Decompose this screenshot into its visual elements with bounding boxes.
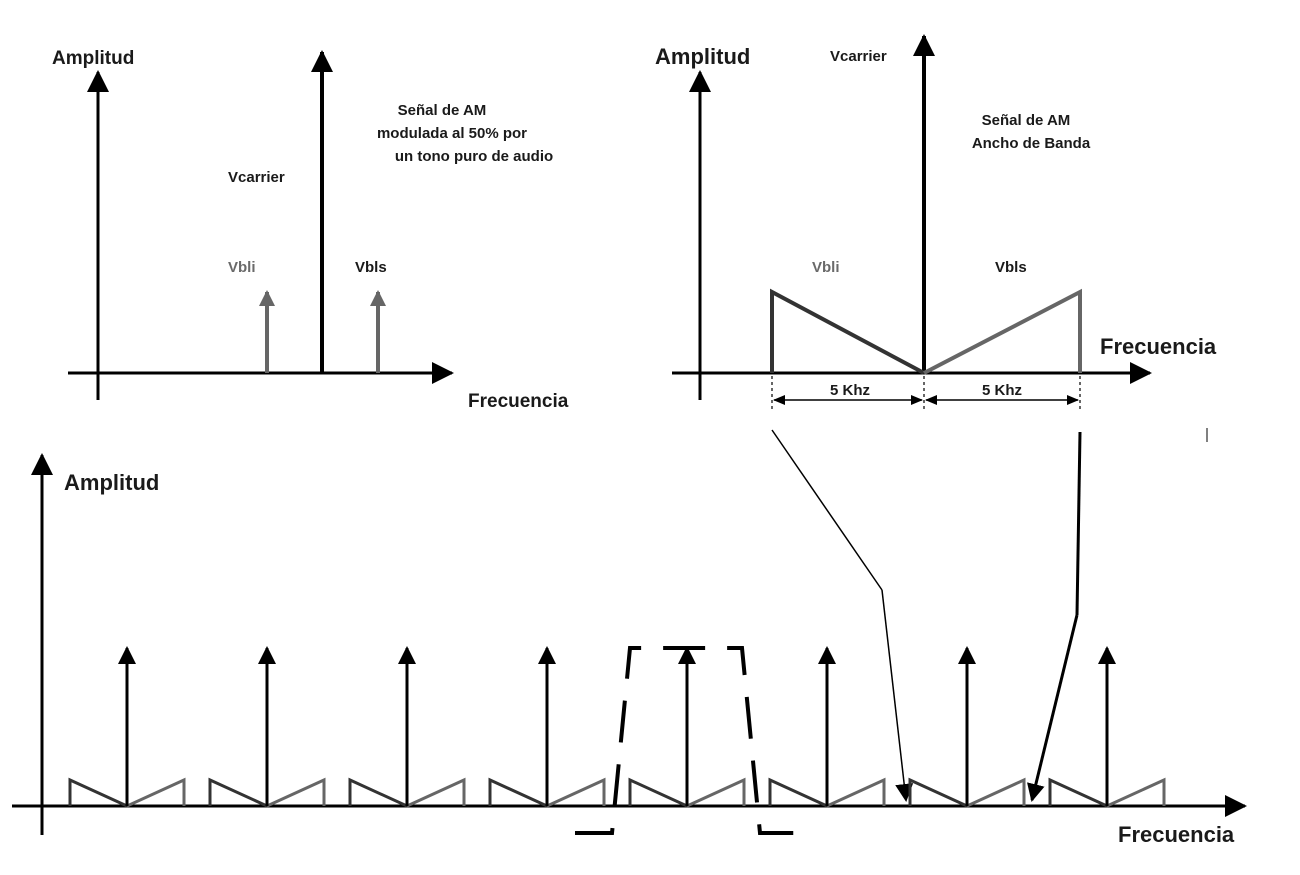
connector-thick-2: [1027, 614, 1079, 802]
upper-sideband-triangle: [686, 777, 746, 808]
lower-sideband-triangle: [208, 777, 268, 808]
x-axis-label: Frecuencia: [1118, 822, 1235, 847]
channel-5: [628, 646, 746, 808]
upper-sideband-triangle: [1106, 777, 1166, 808]
channel-6: [768, 646, 886, 808]
panel-bottom: Amplitud Frecuencia: [12, 453, 1247, 847]
filter-window: [575, 646, 806, 835]
lower-sideband-triangle: [908, 777, 968, 808]
connector-thin: [771, 429, 883, 591]
lower-sideband-triangle: [488, 777, 548, 808]
bandwidth-left-label: 5 Khz: [830, 382, 870, 399]
channel-7: [908, 646, 1026, 808]
description-line-2: modulada al 50% por: [377, 125, 527, 142]
upper-sideband-triangle: [126, 777, 186, 808]
lower-sideband-triangle: [628, 777, 688, 808]
description-line-2: Ancho de Banda: [972, 135, 1091, 152]
upper-sideband-triangle: [406, 777, 466, 808]
upper-sideband-label: Vbls: [355, 259, 387, 276]
channel-group: [68, 646, 1166, 808]
y-axis-label: Amplitud: [655, 44, 750, 69]
lower-sideband-triangle: [770, 288, 925, 375]
carrier-label: Vcarrier: [228, 169, 285, 186]
lower-sideband-triangle: [68, 777, 128, 808]
x-axis-label: Frecuencia: [1100, 334, 1217, 359]
panel-top-right: Amplitud Frecuencia Vcarrier Vbli Vbls S…: [655, 34, 1217, 412]
upper-sideband-triangle: [826, 777, 886, 808]
channel-1: [68, 646, 186, 808]
channel-8: [1048, 646, 1166, 808]
description-line-1: Señal de AM: [982, 112, 1071, 129]
upper-sideband-triangle: [266, 777, 326, 808]
channel-4: [488, 646, 606, 808]
y-axis-label: Amplitud: [64, 470, 159, 495]
lower-sideband-triangle: [768, 777, 828, 808]
carrier-label: Vcarrier: [830, 48, 887, 65]
upper-sideband-label: Vbls: [995, 259, 1027, 276]
channel-2: [208, 646, 326, 808]
upper-sideband-triangle: [546, 777, 606, 808]
connector-thin-2: [881, 589, 914, 802]
connector-thick: [1075, 431, 1082, 616]
bandwidth-right-label: 5 Khz: [982, 382, 1022, 399]
description-line-3: un tono puro de audio: [395, 148, 553, 165]
lower-sideband-label: Vbli: [228, 259, 256, 276]
y-axis-label: Amplitud: [52, 48, 134, 69]
lower-sideband-triangle: [1048, 777, 1108, 808]
channel-3: [348, 646, 466, 808]
description-line-1: Señal de AM: [398, 102, 487, 119]
upper-sideband-triangle: [966, 777, 1026, 808]
upper-sideband-triangle: [923, 288, 1082, 375]
lower-sideband-label: Vbli: [812, 259, 840, 276]
x-axis-label: Frecuencia: [468, 391, 569, 412]
panel-top-left: Amplitud Frecuencia Vcarrier Vbli Vbls S…: [52, 48, 569, 412]
lower-sideband-triangle: [348, 777, 408, 808]
